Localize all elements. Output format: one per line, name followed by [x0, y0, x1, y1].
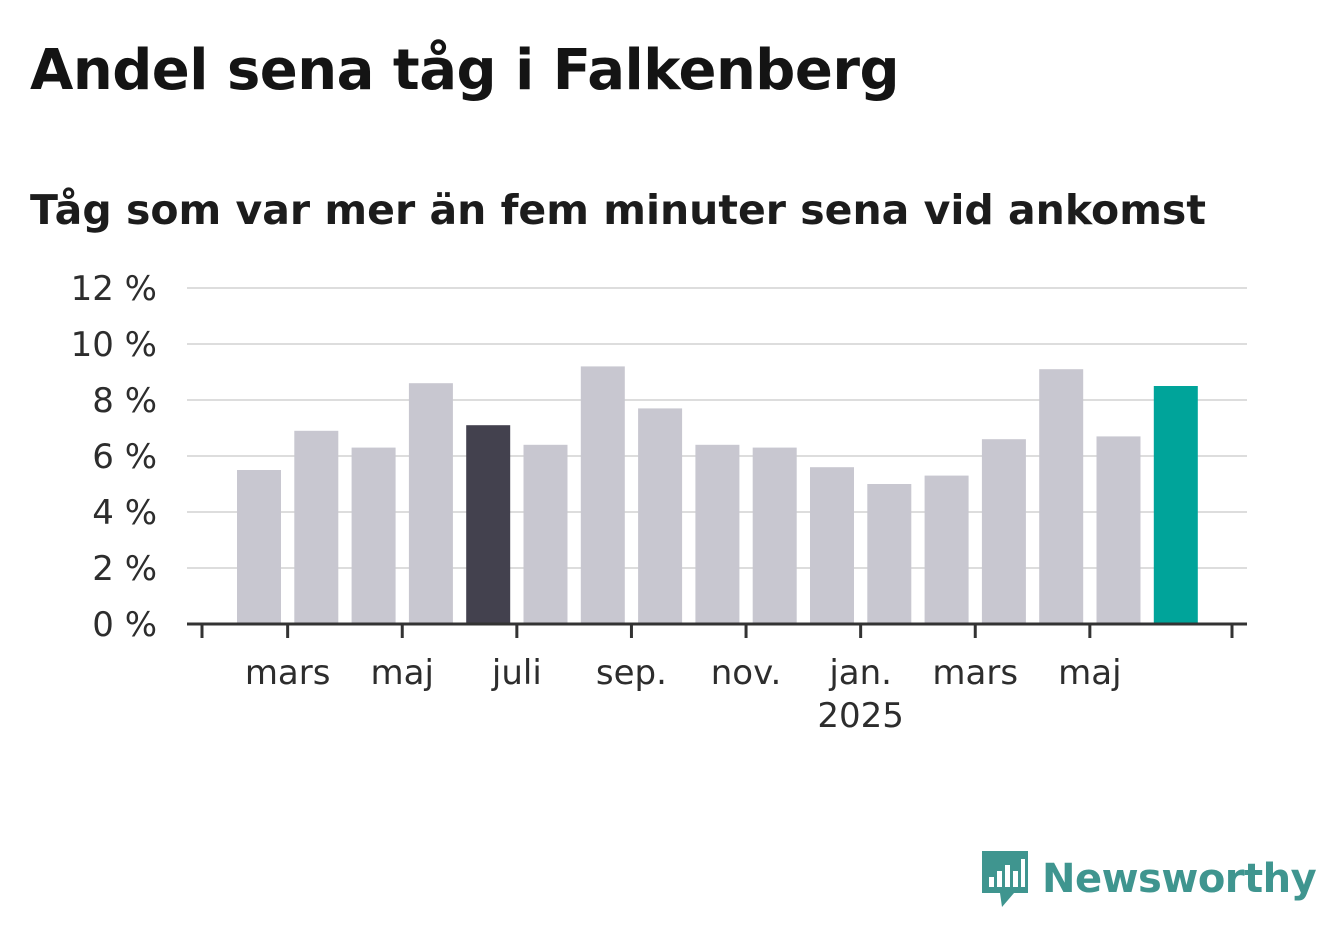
- newsworthy-logo-text: Newsworthy: [1042, 856, 1317, 902]
- bar: [1096, 436, 1141, 624]
- y-tick-label: 6 %: [92, 437, 157, 477]
- y-tick-label: 8 %: [92, 381, 157, 421]
- x-tick-label: juli: [491, 653, 542, 693]
- bar: [810, 467, 854, 624]
- x-tick-label: sep.: [596, 653, 667, 693]
- bar: [237, 470, 281, 624]
- bar: [924, 475, 969, 624]
- bar: [638, 408, 683, 624]
- x-tick-label: maj: [1058, 653, 1121, 693]
- y-tick-label: 12 %: [71, 269, 157, 309]
- x-tick-label: jan.: [828, 653, 892, 693]
- y-tick-label: 10 %: [71, 325, 157, 365]
- y-tick-label: 4 %: [92, 493, 157, 533]
- chart-title: Andel sena tåg i Falkenberg: [30, 38, 900, 103]
- bar: [695, 444, 740, 624]
- bar: [1153, 386, 1198, 624]
- bar: [981, 439, 1026, 624]
- bar-chart: 12 %10 %8 %6 %4 %2 %0 % mars maj juli sep. n…: [71, 269, 1247, 736]
- bar: [752, 447, 797, 624]
- bar: [294, 430, 339, 624]
- y-axis-tick-labels: 12 % 10 % 8 % 6 % 4 % 2 % 0 %: [71, 269, 157, 645]
- x-tick-sublabel: 2025: [817, 696, 904, 736]
- bar: [580, 366, 625, 624]
- bars: [237, 366, 1198, 624]
- bar: [408, 383, 453, 624]
- bar: [867, 484, 912, 624]
- x-tick-label: mars: [245, 653, 331, 693]
- bar: [1039, 369, 1084, 624]
- y-tick-label: 0 %: [92, 605, 157, 645]
- x-tick-label: maj: [371, 653, 434, 693]
- x-tick-label: nov.: [711, 653, 782, 693]
- chart-subtitle: Tåg som var mer än fem minuter sena vid …: [30, 186, 1206, 234]
- bar: [466, 425, 511, 624]
- y-tick-label: 2 %: [92, 549, 157, 589]
- x-axis: [187, 622, 1247, 638]
- newsworthy-logo-icon: [982, 851, 1028, 907]
- x-tick-label: mars: [932, 653, 1018, 693]
- bar: [523, 444, 568, 624]
- bar: [351, 447, 396, 624]
- newsworthy-logo: Newsworthy: [980, 849, 1317, 909]
